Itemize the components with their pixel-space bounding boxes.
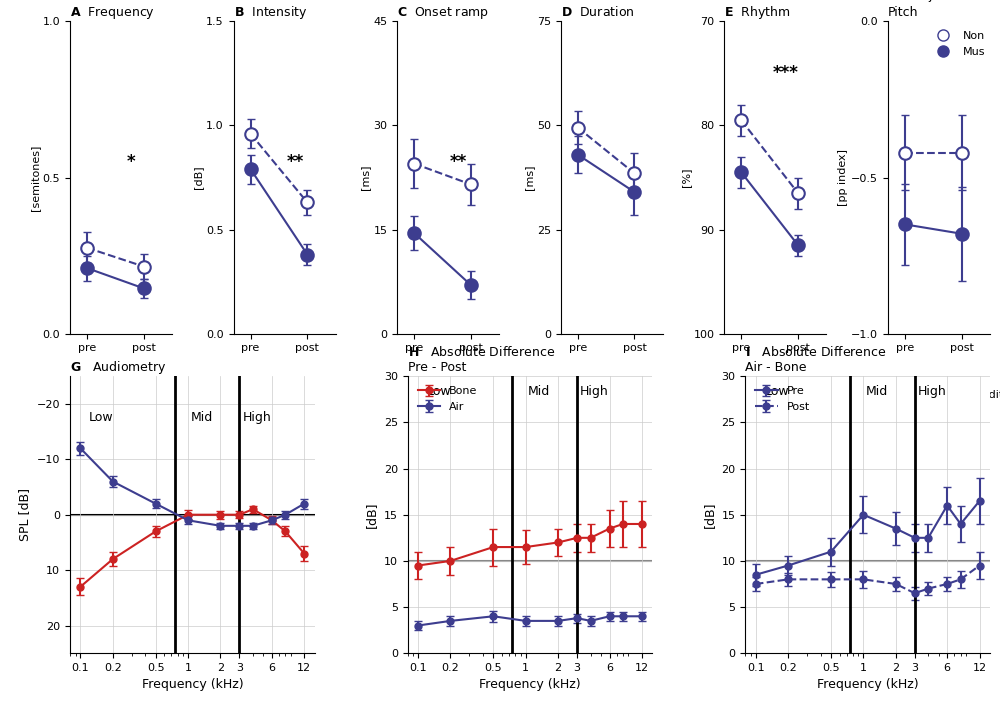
Point <box>243 128 259 139</box>
Point <box>626 187 642 198</box>
Text: Low: Low <box>764 385 789 398</box>
Point <box>136 261 152 272</box>
Point <box>570 149 586 160</box>
Point <box>463 179 479 190</box>
Point <box>299 249 315 261</box>
Point <box>463 280 479 291</box>
Text: Mid: Mid <box>190 410 213 424</box>
Point <box>626 168 642 179</box>
Y-axis label: SPL [dB]: SPL [dB] <box>18 488 31 541</box>
Text: High: High <box>580 385 609 398</box>
Text: *: * <box>127 153 136 171</box>
X-axis label: Frequency (kHz): Frequency (kHz) <box>142 679 243 692</box>
Y-axis label: [dB]: [dB] <box>365 501 378 528</box>
Point <box>790 239 806 251</box>
Point <box>733 167 749 178</box>
Text: $\bf{H}$   Absolute Difference
Pre - Post: $\bf{H}$ Absolute Difference Pre - Post <box>408 345 555 373</box>
Point <box>570 122 586 133</box>
Text: $\bf{G}$   Audiometry: $\bf{G}$ Audiometry <box>70 359 167 376</box>
Point <box>954 147 970 158</box>
Text: High: High <box>242 410 271 424</box>
Legend: Bone, Air: Bone, Air <box>413 382 482 416</box>
Text: $\bf{I}$   Absolute Difference
Air - Bone: $\bf{I}$ Absolute Difference Air - Bone <box>745 345 887 373</box>
Y-axis label: [ms]: [ms] <box>524 165 534 190</box>
Text: $\bf{A}$  Frequency: $\bf{A}$ Frequency <box>70 5 155 21</box>
X-axis label: Frequency (kHz): Frequency (kHz) <box>817 679 918 692</box>
Point <box>243 163 259 175</box>
Point <box>79 263 95 274</box>
Text: Condition: Condition <box>967 390 1000 400</box>
Text: **: ** <box>286 153 304 171</box>
Point <box>733 114 749 126</box>
Text: $\bf{B}$  Intensity: $\bf{B}$ Intensity <box>234 4 307 21</box>
Text: **: ** <box>450 153 467 171</box>
Y-axis label: [dB]: [dB] <box>703 501 716 528</box>
Text: $\bf{F}$  Subjective
Pitch: $\bf{F}$ Subjective Pitch <box>888 0 971 18</box>
Point <box>790 187 806 199</box>
Y-axis label: [ms]: [ms] <box>360 165 370 190</box>
Text: Mid: Mid <box>866 385 888 398</box>
Point <box>406 227 422 239</box>
Text: Mid: Mid <box>528 385 550 398</box>
Text: Low: Low <box>427 385 451 398</box>
Point <box>136 283 152 294</box>
Point <box>897 219 913 230</box>
Y-axis label: [pp index]: [pp index] <box>838 149 848 206</box>
Text: $\bf{D}$  Duration: $\bf{D}$ Duration <box>561 5 634 18</box>
Y-axis label: [semitones]: [semitones] <box>30 144 40 211</box>
Point <box>79 242 95 253</box>
Point <box>954 228 970 239</box>
Legend: Pre, Post: Pre, Post <box>751 382 814 416</box>
Y-axis label: [dB]: [dB] <box>193 165 203 190</box>
Point <box>406 158 422 169</box>
X-axis label: Frequency (kHz): Frequency (kHz) <box>479 679 581 692</box>
Text: Low: Low <box>89 410 114 424</box>
Point <box>299 197 315 208</box>
Point <box>897 147 913 158</box>
Text: $\bf{C}$  Onset ramp: $\bf{C}$ Onset ramp <box>397 5 489 21</box>
Y-axis label: [%]: [%] <box>681 168 691 187</box>
Text: $\bf{E}$  Rhythm: $\bf{E}$ Rhythm <box>724 4 791 21</box>
Text: High: High <box>918 385 947 398</box>
Text: ***: *** <box>773 65 798 82</box>
Legend: Non, Mus: Non, Mus <box>927 27 990 61</box>
